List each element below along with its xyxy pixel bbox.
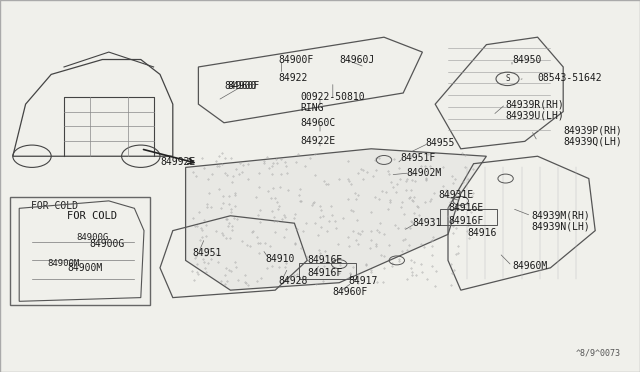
Text: 84928: 84928 <box>278 276 308 286</box>
Text: 84951: 84951 <box>192 248 221 258</box>
Bar <box>10 197 150 305</box>
Text: RING: RING <box>301 103 324 113</box>
Text: 84960F: 84960F <box>224 81 259 90</box>
Text: 84900G: 84900G <box>90 239 125 248</box>
Text: ^8/9^0073: ^8/9^0073 <box>576 348 621 357</box>
Text: S: S <box>505 74 510 83</box>
Text: 84939P(RH): 84939P(RH) <box>563 125 622 135</box>
Text: 84910: 84910 <box>266 254 295 263</box>
Text: 84902M: 84902M <box>406 168 442 178</box>
Text: 84939N(LH): 84939N(LH) <box>531 222 590 232</box>
Text: 84960M: 84960M <box>512 261 547 271</box>
Text: 84916E: 84916E <box>448 203 483 213</box>
Text: 84916F: 84916F <box>307 269 342 278</box>
Text: 84922: 84922 <box>278 73 308 83</box>
Text: 84922E: 84922E <box>301 137 336 146</box>
Bar <box>440 209 497 225</box>
Text: 84900M: 84900M <box>67 263 102 273</box>
Text: 84900M: 84900M <box>48 259 80 268</box>
Text: 84931: 84931 <box>413 218 442 228</box>
Text: 84939M(RH): 84939M(RH) <box>531 211 590 221</box>
Text: 84900: 84900 <box>227 81 257 90</box>
Text: 84916E: 84916E <box>307 256 342 265</box>
Text: 84931E: 84931E <box>438 190 474 200</box>
Text: 84939Q(LH): 84939Q(LH) <box>563 137 622 146</box>
Text: FOR COLD: FOR COLD <box>67 211 117 221</box>
Text: 00922-50810: 00922-50810 <box>301 92 365 102</box>
Text: 84900F: 84900F <box>278 55 314 64</box>
Text: 84960J: 84960J <box>339 55 374 64</box>
Text: 84900G: 84900G <box>77 233 109 242</box>
Text: 84960F: 84960F <box>333 287 368 297</box>
Text: 84916F: 84916F <box>448 217 483 226</box>
Text: FOR COLD: FOR COLD <box>31 202 78 211</box>
Text: 84939R(RH): 84939R(RH) <box>506 99 564 109</box>
Polygon shape <box>186 149 486 290</box>
Text: 08543-51642: 08543-51642 <box>538 73 602 83</box>
Text: 84950: 84950 <box>512 55 541 64</box>
Bar <box>299 263 356 279</box>
Text: 84916: 84916 <box>467 228 497 237</box>
Text: 84955: 84955 <box>426 138 455 148</box>
Text: 84939U(LH): 84939U(LH) <box>506 110 564 120</box>
Text: 84951F: 84951F <box>400 153 435 163</box>
Text: 84960C: 84960C <box>301 118 336 128</box>
Text: 84992E: 84992E <box>160 157 195 167</box>
Text: 84917: 84917 <box>349 276 378 286</box>
